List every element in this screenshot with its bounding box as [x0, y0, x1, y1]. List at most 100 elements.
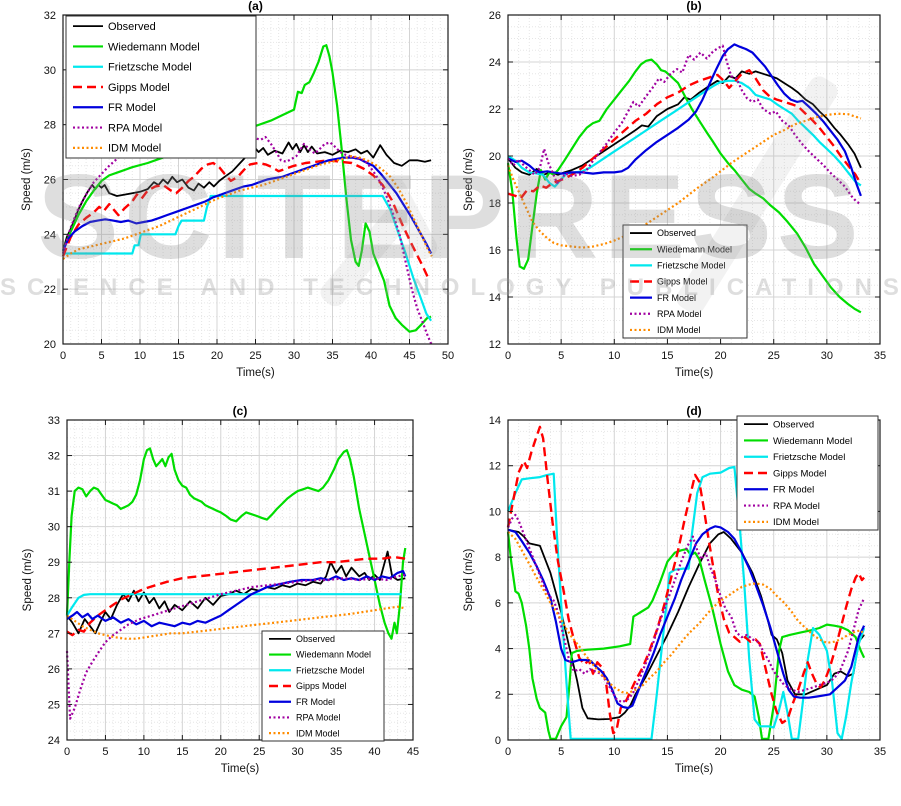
svg-text:5: 5 — [98, 350, 104, 362]
svg-text:22: 22 — [489, 104, 501, 116]
chart-c: 0 5 10 15 20 25 30 35 40 45 24 25 26 27 28 29 30 31 32 33 (c… — [22, 404, 419, 775]
svg-text:35: 35 — [326, 350, 338, 362]
legend-label: Observed — [657, 228, 696, 238]
series-idm-model — [66, 605, 406, 640]
chart-title: (c) — [233, 404, 248, 418]
svg-text:32: 32 — [48, 451, 60, 463]
legend: Observed Wiedemann Model Frietzsche Model G… — [261, 630, 385, 742]
y-axis-label: Speed (m/s) — [463, 148, 475, 211]
svg-text:45: 45 — [403, 350, 415, 362]
chart-group: 0 5 10 15 20 25 30 35 40 45 24 25 26 27 28 29 30 31 32 33 (c… — [22, 404, 419, 775]
svg-text:24: 24 — [489, 57, 501, 69]
svg-text:35: 35 — [874, 746, 886, 758]
tick-labels: 0 5 10 15 20 25 30 35 12 14 16 18 20 22 24 26 — [489, 10, 886, 362]
svg-text:15: 15 — [661, 746, 673, 758]
x-axis-label: Time(s) — [675, 763, 714, 775]
svg-text:10: 10 — [608, 746, 620, 758]
svg-text:30: 30 — [821, 350, 833, 362]
svg-text:30: 30 — [48, 522, 60, 534]
svg-text:32: 32 — [44, 10, 56, 22]
legend: Observed Wiedemann Model Frietzsche Model G… — [65, 15, 257, 159]
chart-title: (d) — [686, 404, 701, 418]
y-axis-label: Speed (m/s) — [22, 549, 34, 612]
svg-text:5: 5 — [558, 746, 564, 758]
chart-a: 0 5 10 15 20 25 30 35 40 45 50 20 22 24 26 28 30 32 (a) Tim… — [21, 0, 454, 379]
legend-label: RPA Model — [296, 713, 340, 723]
minor-grid — [508, 15, 880, 344]
svg-text:31: 31 — [48, 486, 60, 498]
svg-text:29: 29 — [48, 557, 60, 569]
svg-text:26: 26 — [44, 175, 56, 187]
series-frietzsche-model — [506, 465, 866, 740]
legend-label: Gipps Model — [108, 82, 170, 94]
svg-text:0: 0 — [505, 350, 511, 362]
legend-label: FR Model — [773, 485, 814, 496]
svg-text:22: 22 — [44, 284, 56, 296]
series-gipps-model — [61, 159, 431, 282]
svg-text:40: 40 — [368, 746, 380, 758]
svg-text:4: 4 — [495, 644, 501, 656]
series-frietzsche-model — [63, 194, 433, 322]
svg-text:18: 18 — [489, 198, 501, 210]
legend-label: RPA Model — [657, 309, 701, 319]
series-rpa-model — [507, 513, 866, 704]
legend-label: Frietzsche Model — [296, 665, 365, 675]
series-idm-model — [506, 112, 862, 249]
svg-text:24: 24 — [48, 735, 60, 747]
tick-labels: 0 5 10 15 20 25 30 35 40 45 24 25 26 27 28 29 30 31 32 33 — [48, 415, 419, 758]
svg-text:0: 0 — [495, 735, 501, 747]
x-axis-label: Time(s) — [221, 763, 260, 775]
y-axis-label: Speed (m/s) — [21, 148, 33, 211]
axis-ticks — [66, 419, 414, 741]
svg-text:8: 8 — [495, 552, 501, 564]
legend-label: IDM Model — [657, 325, 701, 335]
legend: Observed Wiedemann Model Frietzsche Model G… — [736, 415, 879, 531]
svg-text:45: 45 — [407, 746, 419, 758]
svg-text:20: 20 — [489, 151, 501, 163]
series-wiedemann-model — [61, 44, 432, 333]
chart-group: 0 5 10 15 20 25 30 35 40 45 50 20 22 24 26 28 30 32 (a) Tim… — [21, 0, 454, 379]
svg-text:16: 16 — [489, 245, 501, 257]
svg-text:10: 10 — [489, 506, 501, 518]
legend-label: Wiedemann Model — [108, 41, 200, 53]
series-frietzsche-model — [66, 593, 402, 617]
legend-label: RPA Model — [108, 122, 162, 134]
tick-labels: 0 5 10 15 20 25 30 35 0 2 4 6 8 10 12 14 — [489, 415, 886, 758]
svg-text:26: 26 — [48, 664, 60, 676]
major-grid — [63, 15, 448, 344]
legend-label: FR Model — [296, 697, 335, 707]
svg-text:10: 10 — [134, 350, 146, 362]
y-axis-label: Speed (m/s) — [463, 549, 475, 612]
svg-text:12: 12 — [489, 339, 501, 351]
series-fr-model — [61, 156, 433, 254]
svg-text:14: 14 — [489, 292, 501, 304]
legend-label: Gipps Model — [296, 681, 347, 691]
svg-text:0: 0 — [505, 746, 511, 758]
svg-text:35: 35 — [330, 746, 342, 758]
svg-text:0: 0 — [64, 746, 70, 758]
series-fr-model — [507, 525, 866, 710]
svg-text:28: 28 — [44, 120, 56, 132]
svg-text:0: 0 — [60, 350, 66, 362]
svg-text:5: 5 — [102, 746, 108, 758]
legend-label: IDM Model — [108, 143, 161, 155]
legend-label: FR Model — [657, 293, 696, 303]
series-observed — [62, 141, 432, 252]
series-rpa-model — [507, 44, 862, 206]
axis-ticks — [507, 14, 881, 345]
series-rpa-model — [65, 573, 406, 720]
svg-text:25: 25 — [253, 746, 265, 758]
svg-text:20: 20 — [714, 746, 726, 758]
svg-text:30: 30 — [821, 746, 833, 758]
chart-d: 0 5 10 15 20 25 30 35 0 2 4 6 8 10 12 14 (d) Time(s) Speed… — [463, 404, 886, 775]
svg-text:20: 20 — [211, 350, 223, 362]
legend-label: Wiedemann Model — [296, 650, 371, 660]
legend-label: Observed — [773, 419, 814, 430]
chart-group: 0 5 10 15 20 25 30 35 12 14 16 18 20 22 24 26 (b) Time(s)… — [463, 0, 886, 379]
legend-label: FR Model — [108, 102, 156, 114]
svg-text:6: 6 — [495, 598, 501, 610]
svg-text:35: 35 — [874, 350, 886, 362]
svg-text:15: 15 — [176, 746, 188, 758]
legend-label: Gipps Model — [773, 468, 826, 479]
